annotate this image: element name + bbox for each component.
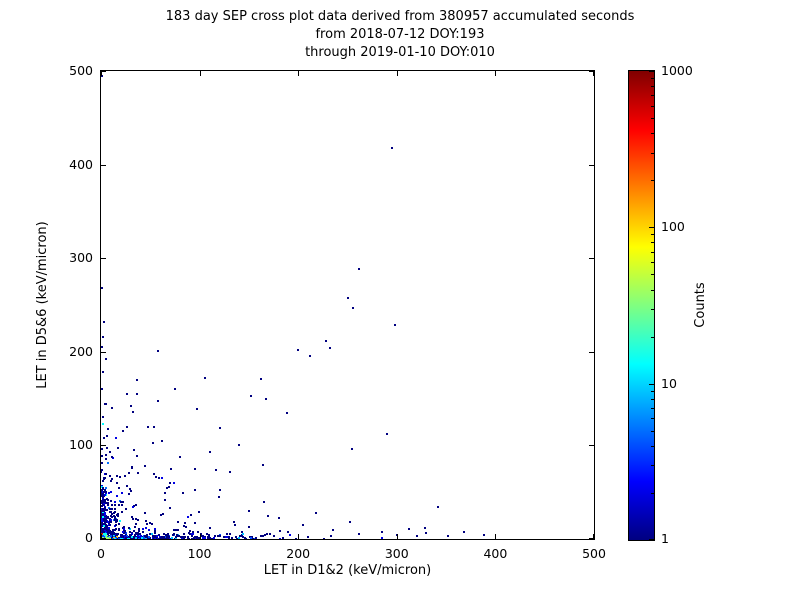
colorbar-tick-label: 100 — [661, 219, 685, 235]
title-line-3: through 2019-01-10 DOY:010 — [305, 45, 495, 60]
tick-mark — [651, 336, 654, 338]
tick-mark — [651, 105, 654, 107]
tick-mark — [101, 71, 102, 76]
tick-mark — [651, 289, 654, 291]
tick-mark — [589, 164, 594, 166]
tick-mark — [651, 407, 654, 409]
tick-mark — [101, 538, 106, 539]
y-axis-label: LET in D5&6 (keV/micron) — [35, 221, 50, 389]
tick-mark — [593, 534, 594, 539]
tick-mark — [589, 258, 594, 260]
tick-mark — [651, 152, 654, 154]
tick-mark — [651, 234, 654, 236]
tick-mark — [651, 418, 654, 420]
tick-mark — [396, 71, 398, 76]
tick-mark — [298, 71, 300, 76]
title-line-2: from 2018-07-12 DOY:193 — [315, 27, 485, 42]
y-tick-label: 0 — [85, 530, 93, 545]
x-tick-label: 100 — [187, 546, 212, 561]
tick-mark — [649, 227, 654, 229]
tick-mark — [101, 351, 106, 353]
plot-area — [100, 70, 595, 540]
tick-mark — [651, 180, 654, 182]
tick-mark — [495, 71, 497, 76]
tick-mark — [649, 539, 654, 540]
tick-mark — [396, 534, 398, 539]
x-tick-label: 0 — [97, 546, 105, 561]
y-tick-label: 500 — [69, 63, 93, 78]
colorbar-label: Counts — [693, 282, 708, 328]
tick-mark — [651, 465, 654, 467]
tick-mark — [199, 71, 201, 76]
y-tick-label: 200 — [69, 343, 93, 359]
tick-mark — [649, 383, 654, 385]
colorbar-tick-label: 1000 — [661, 63, 693, 78]
tick-mark — [651, 274, 654, 276]
tick-mark — [589, 445, 594, 447]
tick-mark — [589, 351, 594, 353]
y-tick-label: 400 — [69, 156, 93, 172]
tick-mark — [101, 534, 102, 539]
x-tick-label: 300 — [384, 546, 409, 561]
colorbar-tick-label: 10 — [661, 375, 677, 391]
y-tick-label: 300 — [69, 250, 93, 266]
tick-mark — [649, 71, 654, 72]
tick-mark — [651, 262, 654, 264]
tick-mark — [651, 430, 654, 432]
x-tick-label: 400 — [483, 546, 508, 561]
x-tick-label: 500 — [582, 546, 606, 561]
tick-mark — [101, 71, 106, 72]
y-tick-label: 100 — [69, 437, 93, 453]
tick-mark — [593, 71, 594, 76]
tick-mark — [495, 534, 497, 539]
tick-mark — [651, 78, 654, 80]
tick-mark — [101, 445, 106, 447]
tick-mark — [101, 258, 106, 260]
tick-mark — [589, 538, 594, 539]
tick-mark — [651, 118, 654, 120]
tick-mark — [651, 445, 654, 447]
tick-mark — [199, 534, 201, 539]
tick-mark — [298, 534, 300, 539]
chart-title: 183 day SEP cross plot data derived from… — [0, 8, 800, 62]
x-axis-label: LET in D1&2 (keV/micron) — [263, 563, 432, 578]
tick-mark — [651, 95, 654, 97]
tick-mark — [651, 492, 654, 494]
tick-mark — [589, 71, 594, 72]
x-tick-label: 200 — [286, 546, 311, 561]
tick-mark — [651, 309, 654, 311]
tick-mark — [651, 86, 654, 88]
tick-mark — [101, 164, 106, 166]
tick-mark — [651, 251, 654, 253]
tick-mark — [651, 398, 654, 400]
tick-mark — [651, 390, 654, 392]
colorbar-tick-label: 1 — [661, 531, 669, 546]
colorbar — [628, 70, 655, 541]
tick-mark — [651, 242, 654, 244]
title-line-1: 183 day SEP cross plot data derived from… — [165, 9, 635, 24]
tick-mark — [651, 133, 654, 135]
